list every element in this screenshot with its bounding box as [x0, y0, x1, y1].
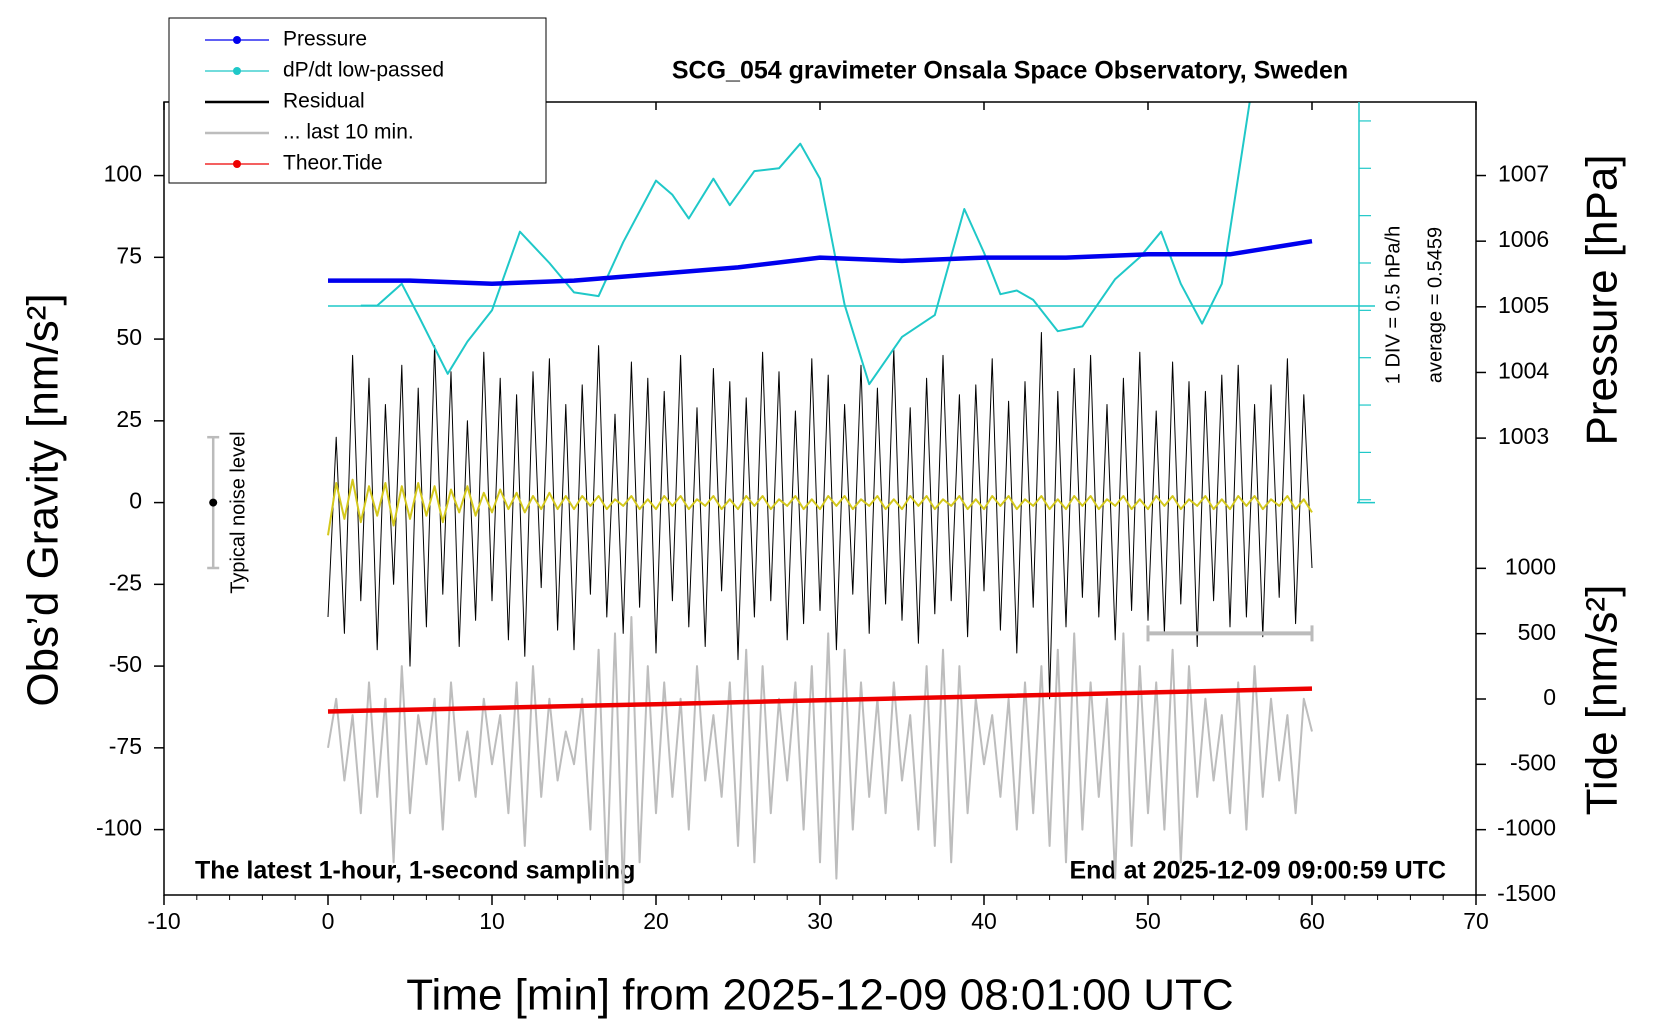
legend-label: Residual — [283, 90, 365, 113]
x-tick-label: 0 — [322, 908, 335, 934]
legend-label: Pressure — [283, 28, 367, 51]
series-line — [327, 478, 1313, 536]
average-label: average = 0.5459 — [1424, 227, 1446, 383]
noise-bar-label: Typical noise level — [227, 431, 249, 593]
x-tick-label: 30 — [807, 908, 833, 934]
series-line — [328, 238, 1313, 287]
legend-label: Theor.Tide — [283, 152, 383, 175]
x-tick-label: 60 — [1299, 908, 1325, 934]
y-axis-label: Obs’d Gravity [nm/s²] — [19, 293, 68, 706]
series-line — [327, 616, 1313, 895]
y2-axis-label: Pressure [hPa] — [1578, 154, 1627, 445]
div-label: 1 DIV = 0.5 hPa/h — [1382, 226, 1404, 384]
y2-tick-label: 1005 — [1498, 292, 1549, 318]
legend-box — [168, 17, 547, 184]
legend-label: dP/dt low-passed — [283, 59, 444, 82]
plot-area — [327, 102, 1313, 895]
y3-tick-label: -1500 — [1497, 880, 1556, 906]
x-tick-label: 10 — [479, 908, 505, 934]
legend-marker — [233, 36, 241, 44]
y-tick-label: 100 — [104, 161, 142, 187]
x-tick-label: 40 — [971, 908, 997, 934]
y3-tick-label: 500 — [1518, 619, 1556, 645]
y3-tick-label: -500 — [1510, 749, 1556, 775]
y2-tick-label: 1004 — [1498, 358, 1549, 384]
annotation: The latest 1-hour, 1-second sampling — [195, 857, 635, 885]
y-tick-label: -25 — [109, 569, 142, 595]
y-tick-label: -100 — [96, 815, 142, 841]
y-tick-label: 25 — [116, 406, 142, 432]
x-axis-label: Time [min] from 2025-12-09 08:01:00 UTC — [406, 971, 1233, 1020]
legend-label: ... last 10 min. — [283, 121, 414, 144]
y3-axis-label: Tide [nm/s²] — [1578, 585, 1627, 816]
x-tick-label: 20 — [643, 908, 669, 934]
annotation: End at 2025-12-09 09:00:59 UTC — [1069, 857, 1446, 885]
x-tick-label: 70 — [1463, 908, 1489, 934]
y3-tick-label: -1000 — [1497, 815, 1556, 841]
y-tick-label: 0 — [129, 488, 142, 514]
series-line — [327, 686, 1313, 714]
y3-tick-label: 1000 — [1505, 553, 1556, 579]
chart-title: SCG_054 gravimeter Onsala Space Observat… — [672, 57, 1348, 85]
x-tick-label: -10 — [147, 908, 180, 934]
legend-marker — [233, 67, 241, 75]
legend-marker — [233, 160, 241, 168]
y-tick-label: -50 — [109, 651, 142, 677]
x-tick-label: 50 — [1135, 908, 1161, 934]
y-tick-label: 50 — [116, 324, 142, 350]
series-line — [327, 332, 1313, 700]
y-tick-label: 75 — [116, 242, 142, 268]
y2-tick-label: 1003 — [1498, 423, 1549, 449]
y-tick-label: -75 — [109, 733, 142, 759]
noise-bar-dot — [209, 498, 218, 507]
y2-tick-label: 1007 — [1498, 161, 1549, 187]
y2-tick-label: 1006 — [1498, 226, 1549, 252]
y3-tick-label: 0 — [1543, 684, 1556, 710]
